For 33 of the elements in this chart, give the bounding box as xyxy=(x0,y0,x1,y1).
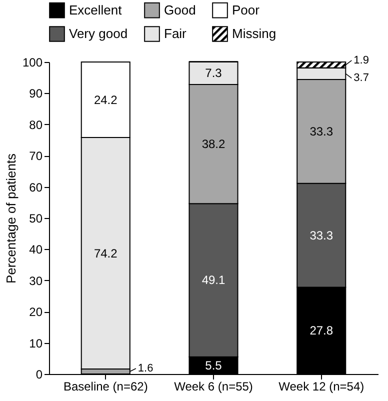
legend-label: Missing xyxy=(232,26,276,41)
y-axis-title: Percentage of patients xyxy=(3,152,18,284)
legend-label: Fair xyxy=(164,26,188,41)
data-label: 33.3 xyxy=(310,124,334,138)
data-label: 74.2 xyxy=(94,246,118,260)
data-label: 24.2 xyxy=(94,92,118,107)
y-tick-label: 70 xyxy=(29,149,43,164)
y-tick-label: 90 xyxy=(29,86,43,101)
data-label: 7.3 xyxy=(205,66,222,80)
x-tick-label: Baseline (n=62) xyxy=(63,380,148,394)
legend-label: Good xyxy=(164,2,196,18)
data-label: 1.6 xyxy=(138,362,154,375)
legend-label: Poor xyxy=(232,2,260,18)
y-tick-label: 20 xyxy=(29,305,43,320)
data-label: 33.3 xyxy=(310,228,334,242)
data-label: 5.5 xyxy=(205,358,222,372)
y-tick-label: 50 xyxy=(29,212,43,226)
data-label: 49.1 xyxy=(202,273,226,288)
y-tick-label: 40 xyxy=(29,242,43,257)
data-label: 27.8 xyxy=(310,324,334,338)
data-label: 1.9 xyxy=(354,54,369,66)
legend-label: Excellent xyxy=(69,2,122,18)
y-tick-label: 100 xyxy=(22,56,43,70)
data-label: 3.7 xyxy=(354,72,369,84)
data-label: 38.2 xyxy=(202,137,226,152)
y-tick-label: 10 xyxy=(29,336,43,350)
y-tick-label: 60 xyxy=(29,180,43,194)
y-tick-label: 0 xyxy=(36,368,43,382)
x-tick-label: Week 12 (n=54) xyxy=(278,380,364,394)
x-tick-label: Week 6 (n=55) xyxy=(174,380,253,394)
y-tick-label: 80 xyxy=(29,118,43,132)
y-tick-label: 30 xyxy=(29,274,43,288)
legend-label: Very good xyxy=(69,26,128,41)
